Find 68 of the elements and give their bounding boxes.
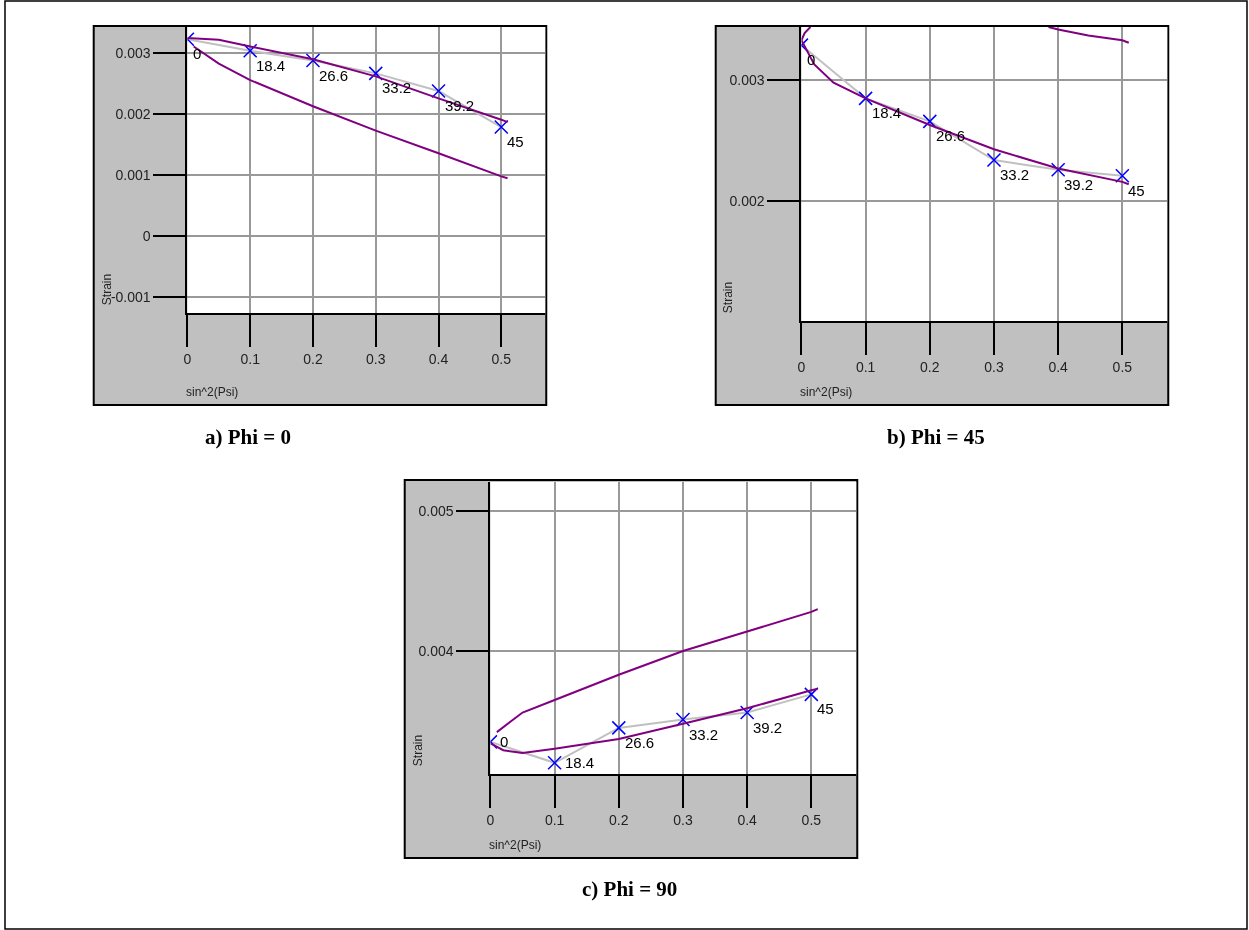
x-tick-label: 0.4 bbox=[428, 350, 449, 367]
y-tick-label: 0.002 bbox=[115, 106, 151, 123]
y-tick-label: 0.004 bbox=[418, 642, 454, 659]
x-tick-label: 0.4 bbox=[737, 811, 758, 828]
y-tick-label: 0.002 bbox=[729, 193, 765, 210]
annotation: 18.4 bbox=[565, 754, 595, 771]
x-tick-label: 0.2 bbox=[920, 358, 940, 375]
point bbox=[804, 687, 819, 702]
point bbox=[675, 712, 691, 727]
annotation: 39.2 bbox=[753, 719, 783, 736]
y-axis-title: Strain bbox=[721, 281, 736, 314]
annotation: 33.2 bbox=[1000, 166, 1030, 183]
annotation: 26.6 bbox=[319, 67, 349, 84]
x-tick-label: 0.5 bbox=[491, 350, 512, 367]
annotation: 0 bbox=[500, 733, 509, 750]
x-tick-label: 0.1 bbox=[544, 811, 565, 828]
annotation: 0 bbox=[193, 45, 202, 62]
x-tick-label: 0.2 bbox=[609, 811, 629, 828]
x-axis-title: sin^2(Psi) bbox=[489, 838, 542, 852]
x-tick-label: 0.3 bbox=[984, 358, 1004, 375]
annotation: 45 bbox=[817, 700, 834, 717]
point bbox=[368, 66, 383, 81]
annotation: 39.2 bbox=[1064, 176, 1094, 193]
line-series bbox=[192, 45, 509, 180]
y-tick-label: 0.001 bbox=[115, 167, 151, 184]
point bbox=[739, 705, 755, 720]
annotation: 45 bbox=[507, 133, 524, 150]
y-axis-title: Strain bbox=[411, 734, 426, 767]
x-tick-label: 0 bbox=[183, 350, 192, 367]
x-axis-title: sin^2(Psi) bbox=[800, 385, 853, 399]
point bbox=[922, 114, 938, 129]
x-tick-label: 0.5 bbox=[1112, 358, 1133, 375]
annotation: 45 bbox=[1128, 182, 1145, 199]
line-series bbox=[490, 687, 819, 755]
x-tick-label: 0 bbox=[486, 811, 495, 828]
text: b) Phi = 45 bbox=[887, 425, 985, 449]
point bbox=[242, 43, 258, 59]
x-tick-label: 0.4 bbox=[1048, 358, 1069, 375]
x-tick-label: 0.2 bbox=[303, 350, 323, 367]
text: c) Phi = 90 bbox=[582, 877, 678, 901]
point bbox=[1050, 162, 1066, 178]
point bbox=[611, 720, 627, 736]
x-tick-label: 0.3 bbox=[366, 350, 386, 367]
x-tick-label: 0.1 bbox=[855, 358, 876, 375]
annotation: 33.2 bbox=[689, 726, 719, 743]
annotation: 26.6 bbox=[625, 734, 655, 751]
line-series bbox=[1047, 27, 1130, 44]
y-tick-label: 0.003 bbox=[115, 45, 151, 62]
point bbox=[1115, 168, 1130, 184]
x-tick-label: 0 bbox=[797, 358, 806, 375]
x-axis-title: sin^2(Psi) bbox=[186, 385, 239, 399]
point bbox=[431, 83, 446, 99]
x-tick-label: 0.5 bbox=[801, 811, 822, 828]
point bbox=[986, 152, 1002, 168]
y-tick-label: 0 bbox=[142, 228, 151, 245]
x-tick-label: 0.3 bbox=[673, 811, 693, 828]
x-tick-label: 0.1 bbox=[240, 350, 261, 367]
y-tick-label: -0.001 bbox=[110, 289, 151, 306]
point bbox=[494, 119, 509, 135]
text: a) Phi = 0 bbox=[205, 425, 292, 449]
annotation: 33.2 bbox=[382, 79, 412, 96]
y-tick-label: 0.005 bbox=[418, 503, 454, 520]
annotation: 18.4 bbox=[256, 57, 286, 74]
y-tick-label: 0.003 bbox=[729, 72, 765, 89]
point bbox=[858, 91, 873, 106]
point bbox=[547, 755, 562, 771]
point bbox=[305, 53, 321, 68]
annotation: 18.4 bbox=[872, 104, 902, 121]
